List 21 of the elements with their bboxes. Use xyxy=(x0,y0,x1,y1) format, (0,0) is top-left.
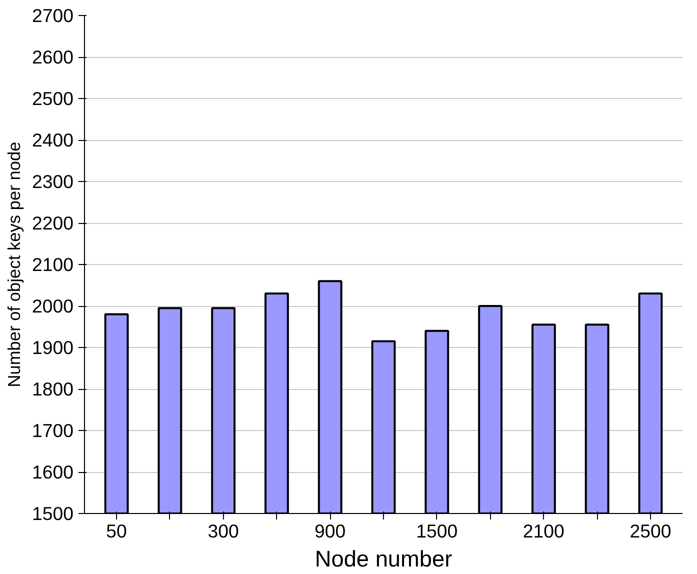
x-axis-title: Node number xyxy=(314,546,453,572)
x-tick-label: 2100 xyxy=(522,520,564,542)
x-tick-label: 50 xyxy=(106,520,127,542)
y-tick-label: 1600 xyxy=(32,462,74,482)
y-tick-label: 2400 xyxy=(32,130,74,150)
y-tick-label: 2200 xyxy=(32,212,74,234)
x-tick-label: 2500 xyxy=(630,520,672,542)
y-tick-label: 1900 xyxy=(32,337,74,358)
x-tick-label: 300 xyxy=(208,520,239,542)
y-tick-label: 2300 xyxy=(32,171,74,192)
y-tick-label: 2100 xyxy=(32,254,74,275)
y-tick-label: 2600 xyxy=(32,46,74,68)
y-tick-label: 2000 xyxy=(32,296,74,316)
y-tick-label: 1800 xyxy=(32,378,74,400)
y-tick-label: 2500 xyxy=(32,88,74,109)
y-tick-label: 1700 xyxy=(32,420,74,441)
x-tick-label: 1500 xyxy=(416,520,458,542)
y-tick-label: 1500 xyxy=(32,503,74,524)
y-axis-title: Number of object keys per node xyxy=(4,142,24,388)
x-tick-label: 900 xyxy=(314,520,346,542)
y-tick-label: 2700 xyxy=(32,5,74,26)
